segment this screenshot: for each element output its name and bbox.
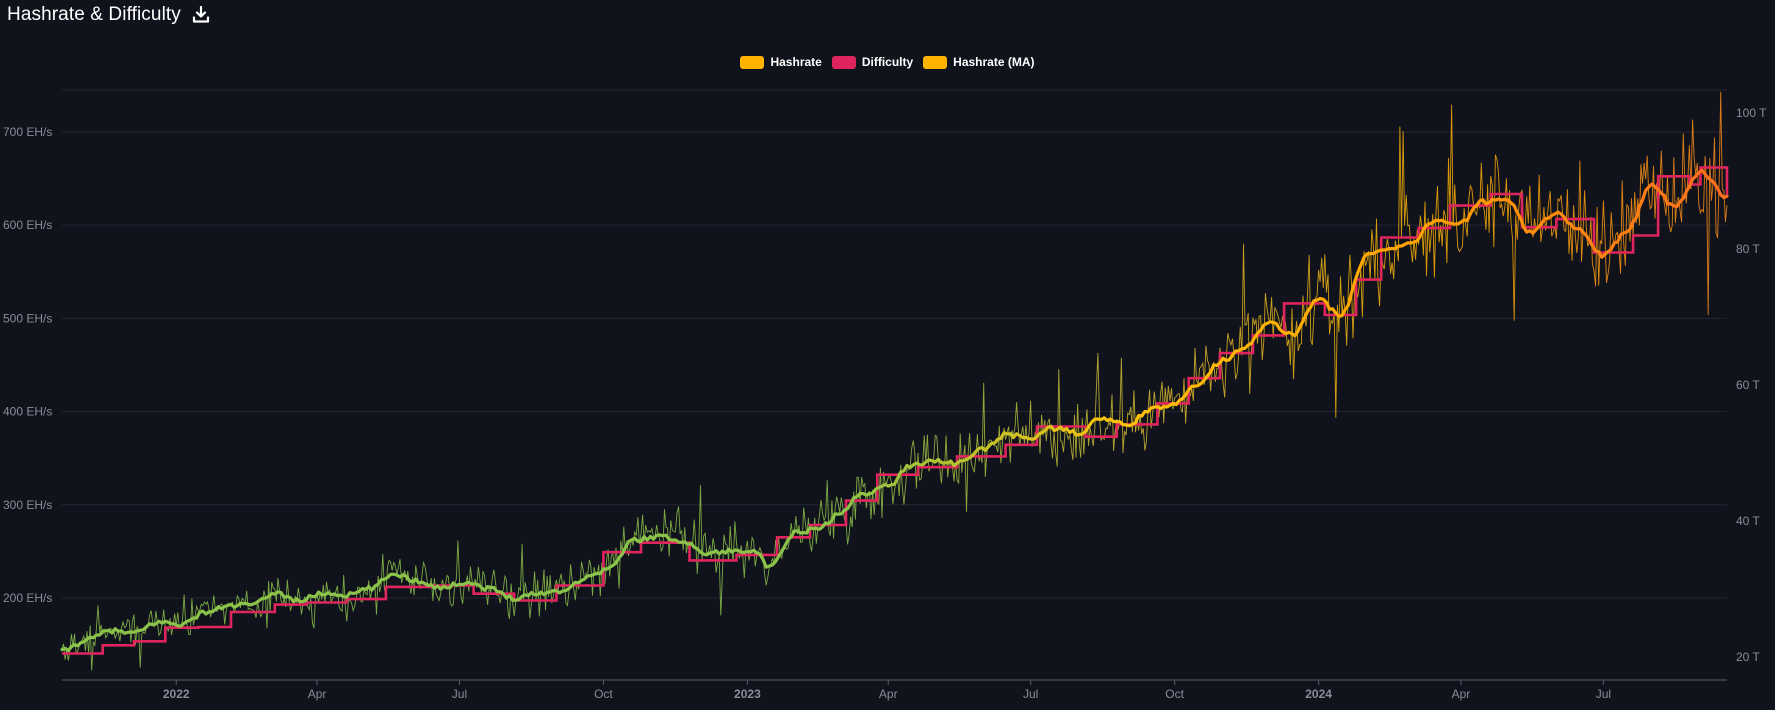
legend-label-hashrate: Hashrate <box>770 55 822 69</box>
legend-label-hashrate-ma: Hashrate (MA) <box>953 55 1035 69</box>
x-tick-label: Jul <box>1596 687 1611 701</box>
difficulty-series <box>62 166 1729 655</box>
legend-swatch-difficulty <box>831 55 856 69</box>
y-left-tick-label: 200 EH/s <box>3 591 52 605</box>
legend-label-difficulty: Difficulty <box>861 55 914 69</box>
legend-swatch-hashrate <box>740 55 765 69</box>
y-left-tick-label: 600 EH/s <box>3 218 52 232</box>
x-tick-label: 2024 <box>1305 687 1332 701</box>
y-right-tick-label: 60 T <box>1736 378 1760 392</box>
grid-lines <box>62 89 1727 599</box>
download-icon[interactable] <box>191 5 211 25</box>
legend-swatch-hashrate-ma <box>923 55 948 69</box>
hashrate-ma-series <box>60 168 1729 653</box>
x-tick-label: 2022 <box>163 687 190 701</box>
x-tick-label: 2023 <box>734 687 761 701</box>
y-left-tick-label: 500 EH/s <box>3 311 52 325</box>
legend-item-hashrate[interactable]: Hashrate <box>740 55 822 69</box>
hashrate-ma-line <box>60 168 1729 653</box>
x-tick-label: Oct <box>594 687 613 701</box>
x-tick-label: Jul <box>1023 687 1038 701</box>
x-tick-label: Oct <box>1165 687 1184 701</box>
y-left-tick-label: 400 EH/s <box>3 405 52 419</box>
axes: 200 EH/s 300 EH/s 400 EH/s 500 EH/s 600 EH/s… <box>3 106 1767 701</box>
y-right-tick-label: 100 T <box>1736 106 1767 120</box>
y-right-tick-label: 40 T <box>1736 514 1760 528</box>
y-left-tick-label: 300 EH/s <box>3 498 52 512</box>
x-tick-label: Apr <box>879 687 898 701</box>
chart-title: Hashrate & Difficulty <box>7 4 181 25</box>
y-right-tick-label: 20 T <box>1736 650 1760 664</box>
x-tick-label: Jul <box>452 687 467 701</box>
x-tick-label: Apr <box>308 687 327 701</box>
chart-header: Hashrate & Difficulty <box>7 4 211 26</box>
difficulty-line <box>62 166 1729 655</box>
y-right-tick-label: 80 T <box>1736 242 1760 256</box>
legend-item-difficulty[interactable]: Difficulty <box>831 55 914 69</box>
hashrate-series <box>61 91 1728 671</box>
hashrate-line <box>61 91 1728 671</box>
chart-legend: Hashrate Difficulty Hashrate (MA) <box>0 55 1775 69</box>
x-tick-label: Apr <box>1452 687 1471 701</box>
legend-item-hashrate-ma[interactable]: Hashrate (MA) <box>923 55 1035 69</box>
y-left-tick-label: 700 EH/s <box>3 125 52 139</box>
